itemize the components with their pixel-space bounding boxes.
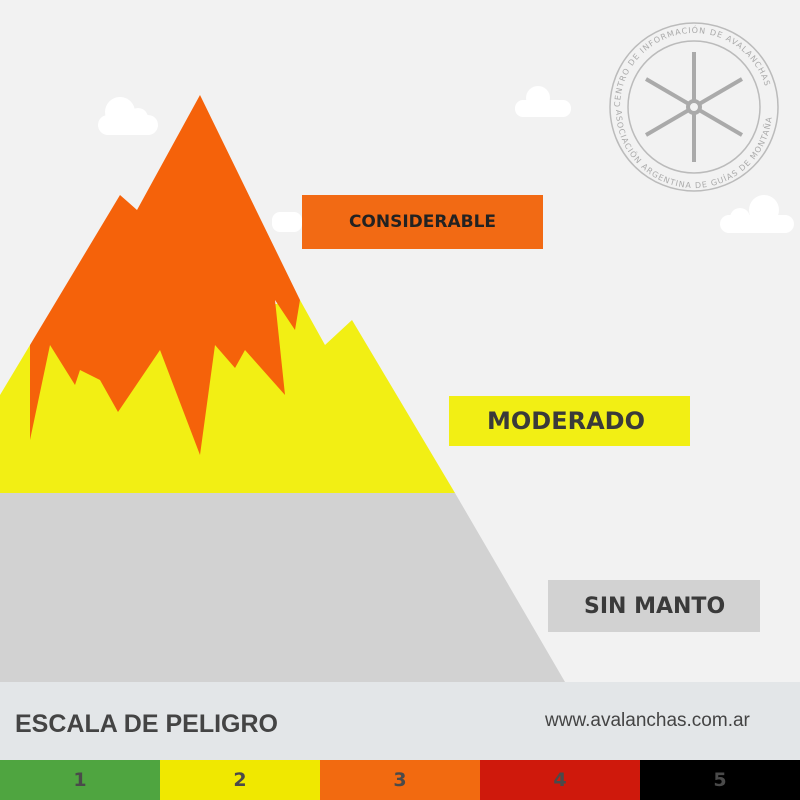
logo-seal: CENTRO DE INFORMACIÓN DE AVALANCHAS ASOC… bbox=[609, 22, 779, 192]
cloud-icon bbox=[515, 86, 571, 117]
label-moderado: MODERADO bbox=[449, 396, 690, 446]
scale-level-3: 3 bbox=[320, 760, 480, 800]
sin-manto-zone bbox=[0, 493, 565, 682]
danger-scale: 1 2 3 4 5 bbox=[0, 760, 800, 800]
footer-title: ESCALA DE PELIGRO bbox=[15, 710, 278, 738]
cloud-icon bbox=[272, 212, 302, 232]
scale-level-1: 1 bbox=[0, 760, 160, 800]
scale-level-2: 2 bbox=[160, 760, 320, 800]
footer bbox=[0, 682, 800, 760]
cloud-icon bbox=[720, 195, 794, 233]
clouds bbox=[98, 86, 794, 233]
website-url: www.avalanchas.com.ar bbox=[545, 710, 750, 731]
considerable-zone bbox=[30, 95, 300, 455]
cloud-icon bbox=[98, 97, 158, 135]
scale-level-4: 4 bbox=[480, 760, 640, 800]
scale-level-5: 5 bbox=[640, 760, 800, 800]
label-sin-manto: SIN MANTO bbox=[548, 580, 760, 632]
snowflake-icon bbox=[644, 52, 744, 162]
label-considerable: CONSIDERABLE bbox=[302, 195, 543, 249]
